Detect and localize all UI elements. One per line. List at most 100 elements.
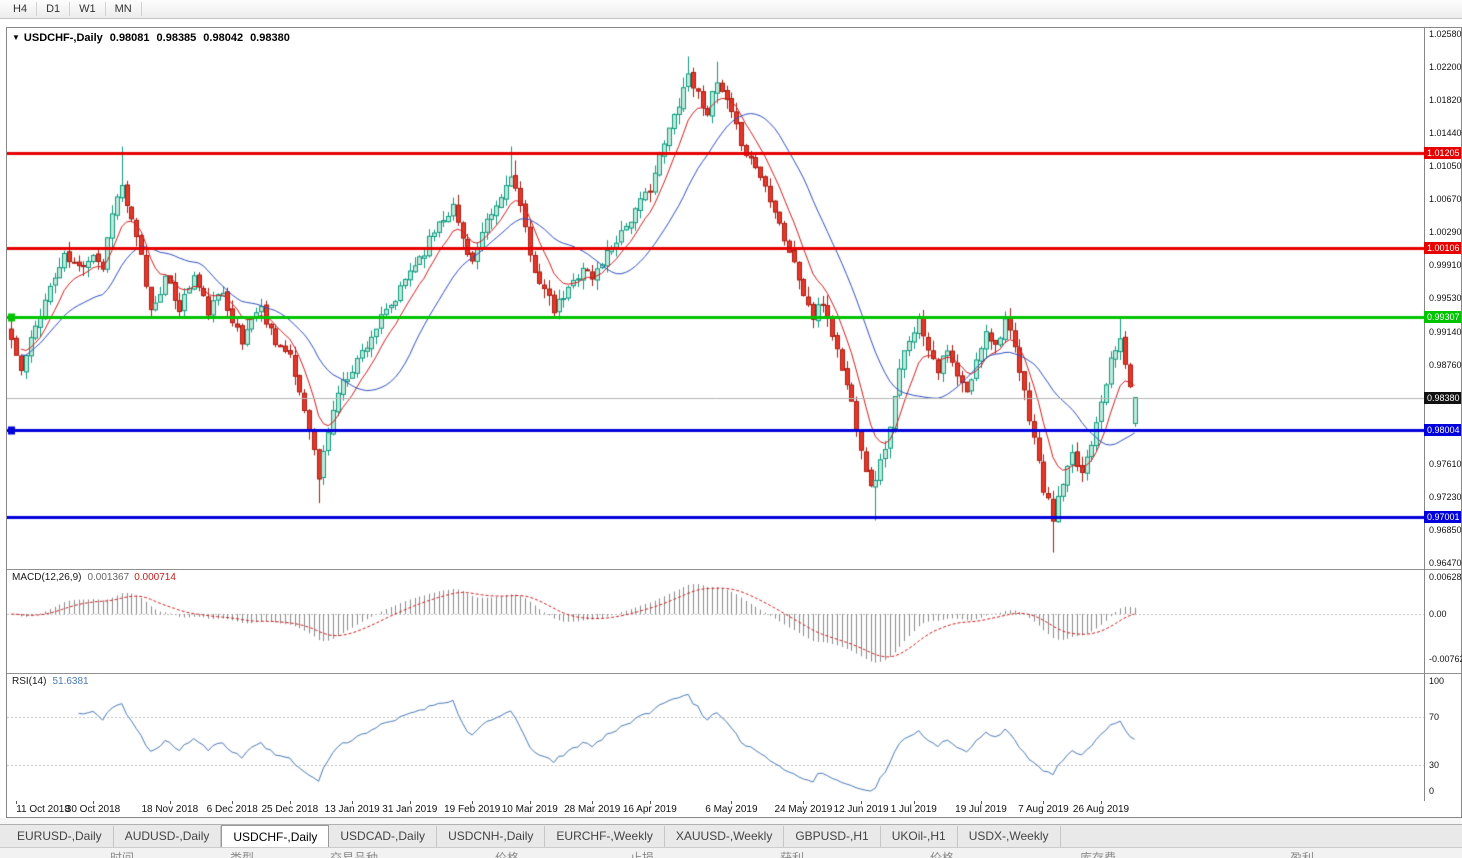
time-axis-tick [529,801,531,804]
macd-panel-splitter[interactable] [7,569,1461,570]
ohlc-close: 0.98380 [250,32,290,44]
date-label: 16 Apr 2019 [622,804,677,815]
rsi-axis-tick: 70 [1429,712,1440,722]
timeframe-button-w1[interactable]: W1 [70,2,106,16]
price-axis: 1.02580 1.02200 1.01820 1.01440 1.01050 1.006… [1424,28,1462,801]
terminal-column-label: 止损 [630,851,655,858]
price-axis-tick: 1.00290 [1429,227,1462,238]
macd-signal-value: 0.000714 [134,572,176,583]
time-axis-tick [592,801,594,804]
price-axis-tick: 1.02200 [1429,61,1462,72]
terminal-column-label: 价格 [495,851,520,858]
time-axis-tick [1043,801,1045,804]
date-label: 24 May 2019 [774,804,833,815]
terminal-column-label: 价格 [930,851,955,858]
rsi-axis-tick: 0 [1429,786,1435,796]
date-label: 6 Dec 2018 [206,804,258,815]
terminal-column-label: 库存费 [1080,851,1117,858]
price-axis-tick: 1.01050 [1429,161,1462,172]
price-chart-canvas[interactable] [7,28,1424,801]
time-axis-tick [803,801,805,804]
date-label: 12 Jun 2019 [833,804,889,815]
date-label: 19 Jul 2019 [955,804,1007,815]
macd-name: MACD(12,26,9) [12,572,82,583]
time-axis-tick [93,801,94,804]
tab-ukoil-h1[interactable]: UKOil-,H1 [881,826,958,847]
time-axis-tick [913,801,915,804]
time-axis-tick [861,801,862,804]
date-label: 30 Oct 2018 [65,804,121,815]
rsi-axis-tick: 30 [1429,760,1440,770]
timeframe-toolbar: H4 D1 W1 MN [0,0,1462,19]
time-axis-tick [169,801,171,804]
date-label: 7 Aug 2019 [1018,804,1069,815]
time-axis-tick [16,801,18,804]
tab-gbpusd-h1[interactable]: GBPUSD-,H1 [784,826,881,847]
chart-symbol-label: USDCHF-,Daily [23,32,103,44]
price-axis-tick: 0.99910 [1429,260,1462,271]
date-label: 19 Feb 2019 [444,804,501,815]
level-price-tag: 0.98004 [1424,424,1461,437]
macd-axis-tick: 0.006286 [1429,572,1462,582]
time-axis-tick [731,801,733,804]
price-axis-tick: 0.97230 [1429,492,1462,503]
time-axis-tick [1101,801,1102,804]
tab-xauusd-weekly[interactable]: XAUUSD-,Weekly [665,826,785,847]
time-axis-tick [981,801,982,804]
date-label: 26 Aug 2019 [1072,804,1130,815]
time-axis-tick [649,801,651,804]
rsi-label: RSI(14) 51.6381 [12,676,89,687]
terminal-column-label: 类型 [230,851,255,858]
time-axis-tick [409,801,411,804]
price-axis-tick: 1.01440 [1429,127,1462,138]
horizontal-scrollbar[interactable] [0,818,1462,824]
time-axis-tick [289,801,291,804]
date-label: 11 Oct 2018 [16,804,70,815]
ohlc-high: 0.98385 [156,32,197,44]
timeframe-button-h4[interactable]: H4 [4,2,38,16]
date-label: 18 Nov 2018 [141,804,199,815]
price-axis-tick: 0.99140 [1429,326,1462,337]
level-price-tag: 0.99307 [1424,311,1461,324]
current-price-tag: 0.98380 [1424,391,1461,404]
rsi-panel-splitter[interactable] [7,673,1461,674]
level-price-tag: 1.01205 [1424,147,1461,159]
chart-title: ▼ USDCHF-,Daily 0.98081 0.98385 0.98042 0.983… [12,32,290,44]
terminal-column-label: 盈利 [1290,851,1315,858]
price-axis-tick: 0.96470 [1429,557,1462,568]
timeframe-button-mn[interactable]: MN [106,2,142,16]
terminal-column-label: 时间 [110,851,135,858]
price-axis-tick: 1.01820 [1429,94,1462,105]
level-price-tag: 1.00106 [1424,242,1461,255]
rsi-value: 51.6381 [52,676,89,687]
chart-frame: 1.02580 1.02200 1.01820 1.01440 1.01050 1.006… [6,27,1462,818]
date-label: 25 Dec 2018 [261,804,319,815]
timeframe-button-d1[interactable]: D1 [37,2,71,16]
terminal-header-row: 时间 类型 交易品种 价格 止损 获利 价格 库存费 盈利 [0,847,1462,858]
time-axis-tick [232,801,234,804]
tab-eurusd-daily[interactable]: EURUSD-,Daily [6,826,114,847]
macd-label: MACD(12,26,9) 0.001367 0.000714 [12,572,176,583]
rsi-name: RSI(14) [12,676,47,687]
rsi-axis-tick: 100 [1429,676,1445,686]
tab-audusd-daily[interactable]: AUDUSD-,Daily [114,826,222,847]
price-axis-tick: 1.02580 [1429,28,1462,39]
tab-usdx-weekly[interactable]: USDX-,Weekly [958,826,1061,847]
date-label: 6 May 2019 [705,804,758,815]
date-label: 13 Jan 2019 [324,804,380,815]
chart-dropdown-icon[interactable]: ▼ [12,33,20,42]
macd-value: 0.001367 [87,572,130,583]
macd-axis-tick: 0.00 [1429,609,1447,620]
tab-usdchf-daily[interactable]: USDCHF-,Daily [221,825,330,848]
tab-usdcnh-daily[interactable]: USDCNH-,Daily [437,826,546,847]
price-axis-tick: 0.97610 [1429,459,1462,470]
date-label: 1 Jul 2019 [890,804,937,815]
date-label: 28 Mar 2019 [564,804,621,815]
terminal-column-label: 获利 [780,851,805,858]
tab-eurchf-weekly[interactable]: EURCHF-,Weekly [545,826,665,847]
date-label: 10 Mar 2019 [501,804,558,815]
time-axis-tick [352,801,354,804]
tab-usdcad-daily[interactable]: USDCAD-,Daily [329,826,438,847]
price-axis-tick: 0.98760 [1429,359,1462,370]
